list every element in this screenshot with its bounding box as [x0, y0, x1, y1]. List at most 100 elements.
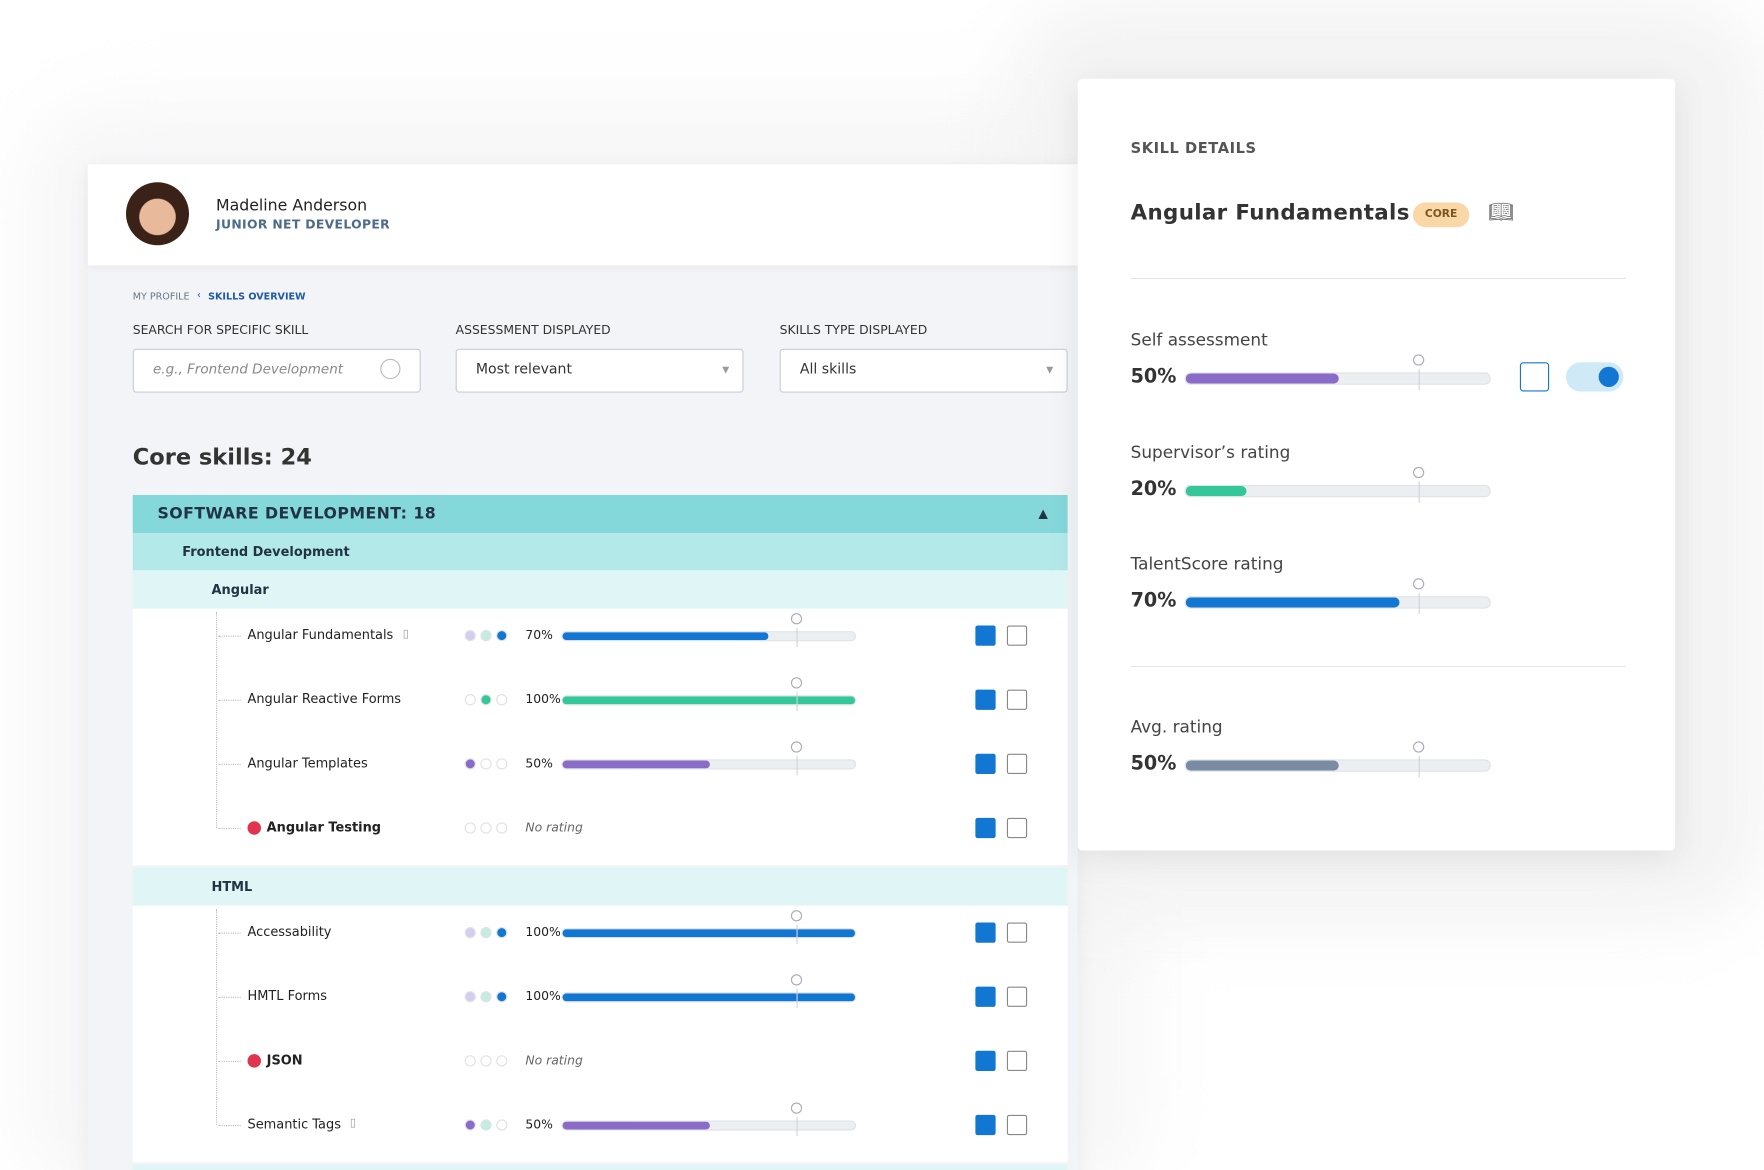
progress-fill — [562, 993, 855, 1002]
skill-name[interactable]: Angular Fundamentals — [247, 626, 394, 643]
source-dot — [496, 694, 508, 706]
progress-fill — [562, 1121, 710, 1130]
group-header[interactable] — [132, 495, 1068, 534]
rating-label: 100% — [525, 924, 561, 940]
target-icon — [1413, 466, 1425, 479]
search-icon — [380, 358, 401, 380]
source-dot — [480, 758, 492, 770]
source-dot — [480, 991, 492, 1003]
progress-fill — [562, 696, 855, 705]
progress-bar — [1184, 372, 1491, 385]
group-title: SOFTWARE DEVELOPMENT: 18 — [157, 505, 437, 524]
placeholder: e.g., Frontend Development — [153, 361, 344, 377]
adjust-button[interactable] — [975, 817, 996, 839]
rating-label: No rating — [525, 1053, 583, 1068]
warning-icon — [247, 1054, 261, 1068]
adjust-button[interactable] — [975, 753, 996, 774]
source-dot — [480, 630, 492, 642]
target-line — [796, 691, 798, 711]
collapse-icon[interactable]: ▲ — [1038, 506, 1048, 521]
tree-branch — [218, 1060, 241, 1062]
section-header — [132, 570, 1068, 609]
caret: ▼ — [1046, 364, 1054, 375]
target-line — [1418, 756, 1420, 778]
source-dot — [464, 822, 476, 834]
notes-button[interactable] — [1006, 689, 1028, 710]
progress-bar — [561, 1120, 857, 1131]
profile-header — [87, 164, 1078, 266]
notes-button[interactable] — [1006, 986, 1028, 1007]
source-dot — [480, 1119, 492, 1131]
adjust-button[interactable] — [975, 922, 996, 943]
user-role: JUNIOR NET DEVELOPER — [216, 217, 391, 232]
target-icon — [790, 741, 803, 753]
select[interactable] — [779, 348, 1068, 393]
breadcrumb[interactable]: MY PROFILE — [132, 291, 190, 303]
skill-name[interactable]: JSON — [266, 1051, 303, 1068]
select-value: Most relevant — [475, 360, 572, 377]
skill-name[interactable]: Angular Reactive Forms — [247, 690, 402, 707]
rating-name: Self assessment — [1130, 329, 1268, 350]
section-header — [132, 867, 1068, 906]
rows-bg — [132, 905, 1068, 1163]
target-icon — [1413, 354, 1425, 366]
core-badge: CORE — [1413, 202, 1470, 228]
adjust-button[interactable] — [975, 1050, 996, 1071]
source-dot — [464, 1055, 476, 1067]
select[interactable] — [455, 348, 744, 393]
tree-branch — [218, 1125, 241, 1127]
panel-heading: SKILL DETAILS — [1130, 140, 1257, 158]
rating-label: 100% — [525, 691, 561, 707]
target-icon — [1413, 578, 1425, 590]
adjust-button[interactable] — [975, 1114, 996, 1136]
tree-line — [216, 612, 218, 828]
adjust-button[interactable] — [975, 986, 996, 1007]
book-icon: ▯ — [402, 627, 409, 641]
progress-fill — [562, 632, 769, 641]
adjust-button[interactable] — [975, 689, 996, 710]
notes-button[interactable] — [1006, 1114, 1028, 1136]
target-line — [796, 1117, 798, 1137]
progress-bar — [561, 759, 857, 770]
section-header — [132, 1164, 1068, 1170]
notes-button[interactable] — [1006, 922, 1028, 943]
breadcrumb-sep: ‹ — [196, 290, 201, 302]
source-dot — [464, 991, 476, 1003]
filter-label: SEARCH FOR SPECIFIC SKILL — [132, 322, 309, 338]
book-icon[interactable]: 📖︎ — [1488, 200, 1515, 224]
rating-name: Supervisor’s rating — [1130, 442, 1291, 463]
notes-button[interactable] — [1006, 817, 1028, 839]
breadcrumb[interactable]: SKILLS OVERVIEW — [208, 291, 306, 303]
tree-branch — [218, 996, 241, 998]
skill-name[interactable]: HMTL Forms — [247, 987, 327, 1004]
select-value: All skills — [799, 360, 857, 377]
progress-bar — [561, 992, 857, 1003]
notes-button[interactable] — [1006, 1050, 1028, 1071]
notes-button[interactable] — [1006, 753, 1028, 774]
notes-button[interactable] — [1006, 625, 1028, 646]
caret: ▼ — [722, 364, 730, 375]
source-dot — [496, 630, 508, 642]
target-icon — [790, 1102, 803, 1114]
rating-value: 20% — [1130, 478, 1177, 501]
skill-name[interactable]: Semantic Tags — [247, 1116, 341, 1132]
rating-value: 50% — [1130, 365, 1177, 389]
toggle-knob — [1598, 366, 1619, 387]
rating-label: 50% — [525, 756, 553, 771]
divider — [1130, 666, 1626, 668]
target-line — [1418, 481, 1420, 503]
skill-name[interactable]: Accessability — [247, 923, 332, 940]
target-line — [796, 924, 798, 944]
tree-branch — [218, 763, 241, 765]
adjust-button[interactable] — [1519, 362, 1550, 392]
skill-name[interactable]: Angular Testing — [266, 819, 382, 835]
rows-bg — [132, 608, 1068, 866]
skill-name[interactable]: Angular Templates — [247, 754, 368, 771]
source-dot — [480, 822, 492, 834]
section-title: Core skills: 24 — [132, 443, 312, 471]
target-icon — [790, 613, 803, 625]
tree-branch — [218, 699, 241, 701]
adjust-button[interactable] — [975, 625, 996, 646]
search-input[interactable] — [132, 348, 421, 393]
